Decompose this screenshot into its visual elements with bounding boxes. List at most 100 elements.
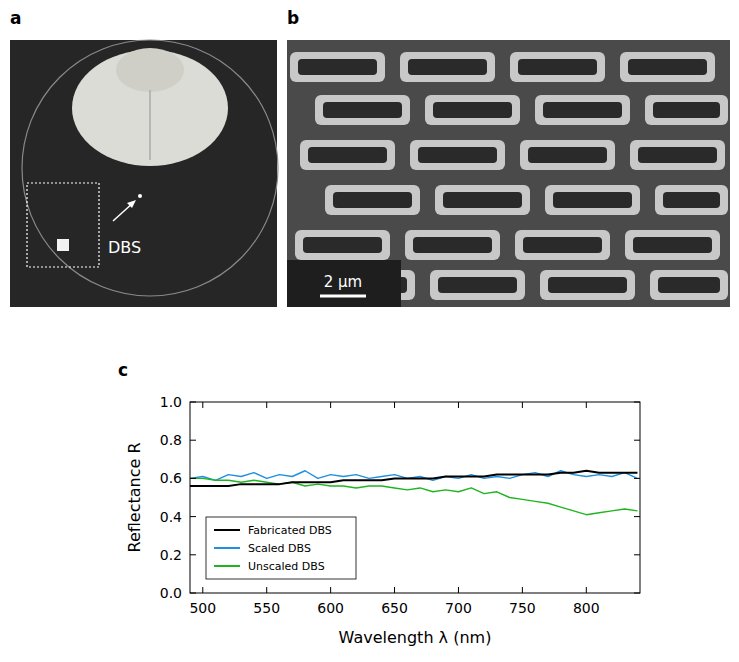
x-tick [522,587,523,593]
sem-block [410,140,505,170]
sem-block [620,52,715,82]
y-tick [190,554,196,555]
panel-letter: b [287,8,299,28]
y-tick-right [634,516,640,517]
y-tick-label: 0.2 [160,547,182,563]
plot-frame [190,402,640,593]
x-tick-top [330,402,331,408]
sem-block [630,140,725,170]
sem-cavity [663,192,720,208]
sem-block [540,270,635,300]
legend-swatch [214,529,240,531]
sem-block [510,52,605,82]
figure: aDBSb2 µmc5005506006507007508000.00.20.4… [0,0,739,662]
sem-block [315,95,410,125]
sem-cavity [653,102,720,118]
sem-block [650,270,728,300]
x-tick-top [586,402,587,408]
y-tick-label: 0.0 [160,585,182,601]
y-axis-title: Reflectance R [125,442,144,552]
x-tick-top [522,402,523,408]
sample-dot [138,194,142,198]
sem-cavity [633,237,712,253]
x-tick-label: 650 [381,600,408,616]
y-tick-right [634,593,640,594]
sem-cavity [528,147,607,163]
sem-block [295,230,390,260]
y-tick-right [634,478,640,479]
legend-box [206,517,356,579]
x-tick-label: 800 [573,600,600,616]
sem-background [287,40,730,307]
sem-block [435,185,530,215]
sem-cavity [518,59,597,75]
sem-block [425,95,520,125]
sem-block [290,52,385,82]
x-tick-label: 600 [317,600,344,616]
x-tick [330,587,331,593]
sem-cavity [548,277,627,293]
sem-cavity [543,102,622,118]
y-tick-right [634,440,640,441]
scale-bar-patch [287,260,401,307]
x-tick-label: 550 [253,600,280,616]
sem-cavity [298,59,377,75]
series-line [190,471,637,486]
x-tick-top [266,402,267,408]
x-tick-top [458,402,459,408]
sem-block [545,185,640,215]
sem-cavity [628,59,707,75]
scale-bar [320,295,366,298]
sem-block [655,185,728,215]
y-tick-right [634,554,640,555]
legend-swatch [214,565,240,567]
y-tick [190,478,196,479]
sem-cavity [408,59,487,75]
panel-c: c5005506006507007508000.00.20.40.60.81.0… [118,360,640,647]
legend-swatch [214,547,240,549]
x-tick [586,587,587,593]
x-axis-title: Wavelength λ (nm) [339,628,492,647]
panel-a: aDBS [10,8,278,307]
sem-cavity [553,192,632,208]
arrow-head [127,200,136,208]
panel-letter: c [118,360,128,380]
sem-cavity [323,102,402,118]
sem-cavity [443,192,522,208]
legend-label: Fabricated DBS [248,524,332,537]
legend-label: Scaled DBS [248,542,311,555]
sem-block [325,185,420,215]
x-tick-label: 500 [189,600,216,616]
inset-frame [27,183,99,267]
y-tick [190,516,196,517]
sem-cavity [308,147,387,163]
y-tick-label: 0.4 [160,509,182,525]
beetle-suture [149,90,151,160]
sem-cavity [418,147,497,163]
lines [190,471,637,515]
sem-block [535,95,630,125]
substrate [22,40,278,296]
sem-block [520,140,615,170]
x-tick [266,587,267,593]
panel-letter: a [10,8,21,28]
x-tick-label: 700 [445,600,472,616]
x-tick [458,587,459,593]
y-tick [190,593,196,594]
y-tick [190,402,196,403]
sem-block [645,95,728,125]
x-tick-top [202,402,203,408]
sem-cavity [523,237,602,253]
y-tick-label: 0.6 [160,470,182,486]
beetle-head [116,48,184,92]
sem-block [625,230,720,260]
sem-block [400,52,495,82]
y-tick [190,440,196,441]
legend-label: Unscaled DBS [248,560,325,573]
sem-cavity [658,277,720,293]
sem-cavity [433,102,512,118]
x-tick [202,587,203,593]
scale-bar-label: 2 µm [324,273,362,291]
sem-cavity [413,237,492,253]
x-tick-top [394,402,395,408]
